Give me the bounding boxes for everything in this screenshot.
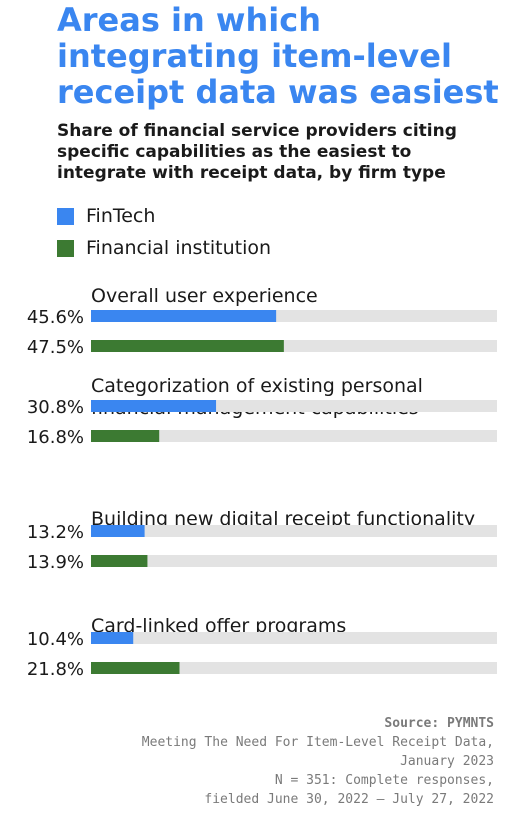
chart-subtitle: Share of financial service providers cit… [57,121,457,183]
bar-track [91,662,497,674]
legend-item-fintech: FinTech [57,200,271,232]
chart-title: Areas in which integrating item-level re… [57,1,499,111]
value-label: 21.8% [27,659,84,680]
bar-fintech [91,400,217,412]
value-label: 13.2% [27,522,84,543]
bar-track [91,632,497,644]
category-label: Building new digital receipt functionali… [91,508,475,530]
bar-track [91,555,497,567]
legend-label-fintech: FinTech [86,205,156,227]
bar-fintech [91,310,277,322]
bar-fintech [91,632,134,644]
bar-financial-institution [91,340,284,352]
source-line: Meeting The Need For Item-Level Receipt … [141,735,494,750]
legend-swatch-fintech [57,207,74,225]
source-note: Source: PYMNTS Meeting The Need For Item… [142,714,494,809]
bar-track [91,430,497,442]
bar-financial-institution [91,662,180,674]
value-label: 10.4% [27,629,84,650]
value-label: 30.8% [27,397,84,418]
value-label: 16.8% [27,427,84,448]
bar-track [91,525,497,537]
source-line: January 2023 [400,754,494,769]
category-label: Categorization of existing personalfinan… [91,375,423,419]
bar-fintech [91,525,145,537]
legend-item-financial-institution: Financial institution [57,232,271,264]
category-label: Overall user experience [91,285,318,307]
bar-chart: Overall user experience 45.6% 47.5% Categor… [27,285,497,680]
source-line: N = 351: Complete responses, [274,773,494,788]
legend-label-financial-institution: Financial institution [86,237,272,259]
bar-financial-institution [91,430,160,442]
source-line: fielded June 30, 2022 – July 27, 2022 [204,792,494,807]
value-label: 47.5% [27,337,84,358]
legend: FinTech Financial institution [57,200,271,264]
bar-financial-institution [91,555,148,567]
source-heading: Source: PYMNTS [384,716,494,731]
value-label: 13.9% [27,552,84,573]
value-label: 45.6% [27,307,84,328]
legend-swatch-financial-institution [57,239,74,257]
category-label: Card-linked offer programs [91,615,346,637]
